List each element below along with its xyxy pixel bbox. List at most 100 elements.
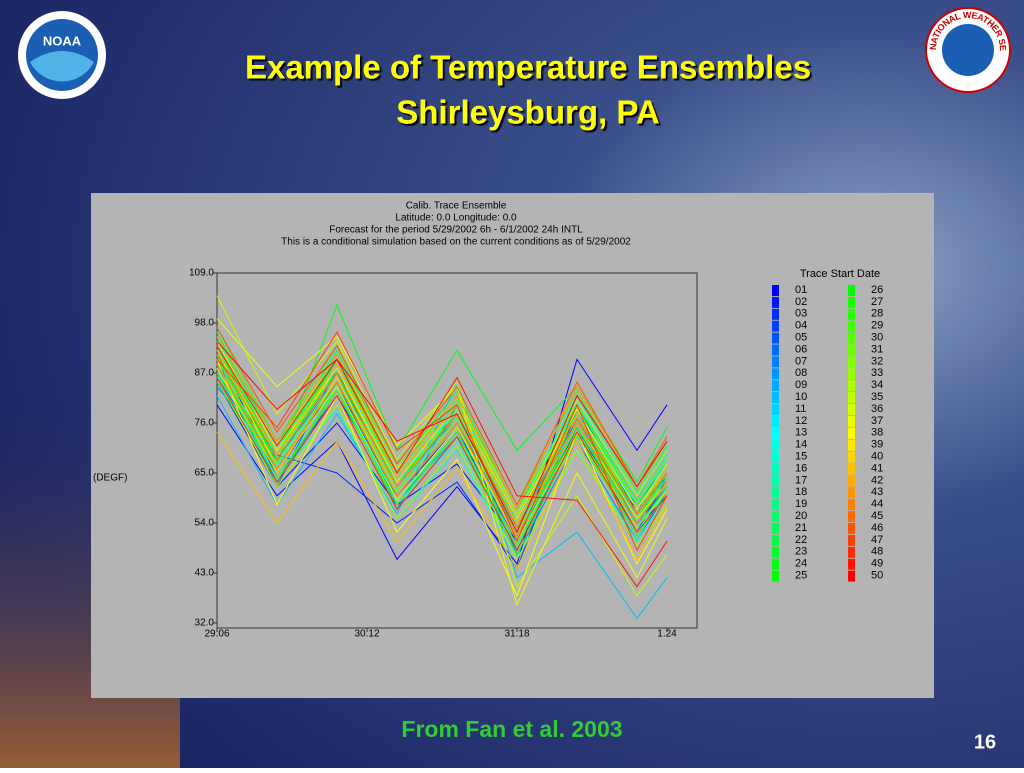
ensemble-trace — [216, 340, 668, 515]
legend-label: 38 — [871, 427, 883, 439]
legend-swatch — [848, 285, 855, 296]
plot-frame — [216, 272, 698, 629]
legend-swatch — [848, 534, 855, 546]
legend-label: 29 — [871, 320, 883, 332]
legend-swatch — [772, 463, 779, 475]
legend-swatch — [772, 296, 779, 308]
ensemble-trace — [216, 345, 668, 588]
x-tick-label: 30.12 — [354, 629, 379, 640]
legend-label: 40 — [871, 451, 883, 463]
legend-swatch — [772, 415, 779, 427]
legend-label: 06 — [795, 343, 807, 355]
slide-title: Example of Temperature Ensembles — [245, 49, 811, 86]
legend-label: 32 — [871, 355, 883, 367]
legend-swatch — [772, 404, 779, 415]
ensemble-trace — [216, 358, 668, 565]
legend-label: 47 — [871, 534, 883, 546]
legend-label: 04 — [795, 320, 807, 332]
legend-label: 01 — [795, 284, 807, 296]
legend-swatch — [848, 332, 855, 344]
legend-swatch — [772, 511, 779, 523]
legend-label: 37 — [871, 415, 883, 427]
legend-label: 15 — [795, 451, 807, 463]
legend-swatch — [848, 511, 855, 523]
ensemble-trace — [216, 377, 668, 552]
legend-label: 18 — [795, 486, 807, 498]
legend-label: 21 — [795, 522, 807, 534]
legend-swatch — [772, 368, 779, 380]
legend-swatch — [772, 320, 779, 332]
noaa-logo-text: NOAA — [43, 33, 82, 48]
legend-swatch — [848, 558, 855, 570]
y-tick-label: 43.0 — [195, 568, 215, 579]
legend-swatch — [772, 439, 779, 451]
legend-label: 26 — [871, 284, 883, 296]
legend-swatch — [848, 368, 855, 380]
legend-label: 16 — [795, 462, 807, 474]
legend-swatch — [772, 427, 779, 439]
legend-swatch — [772, 534, 779, 546]
chart-panel — [91, 193, 934, 698]
x-tick-label: 29.06 — [204, 629, 229, 640]
legend-label: 25 — [795, 570, 807, 582]
legend-label: 46 — [871, 522, 883, 534]
ensemble-trace — [216, 303, 668, 484]
legend-label: 23 — [795, 546, 807, 558]
legend-label: 50 — [871, 570, 883, 582]
chart-subtitle: Latitude: 0.0 Longitude: 0.0 — [395, 213, 517, 224]
legend-label: 48 — [871, 546, 883, 558]
legend-swatch — [848, 380, 855, 392]
legend-label: 07 — [795, 355, 807, 367]
legend-swatch — [848, 392, 855, 404]
legend-swatch — [772, 332, 779, 344]
legend-swatch — [848, 439, 855, 451]
legend-label: 33 — [871, 367, 883, 379]
legend-swatch — [848, 404, 855, 415]
legend-label: 49 — [871, 558, 883, 570]
legend-label: 14 — [795, 439, 807, 451]
y-tick-label: 32.0 — [195, 618, 215, 629]
legend-swatch — [848, 415, 855, 427]
legend-swatch — [848, 451, 855, 463]
ensemble-trace — [216, 331, 668, 552]
legend-swatch — [772, 523, 779, 534]
legend-swatch — [772, 451, 779, 463]
legend-swatch — [848, 296, 855, 308]
legend-label: 43 — [871, 486, 883, 498]
ensemble-trace — [216, 431, 668, 570]
y-tick-label: 54.0 — [195, 518, 215, 529]
legend-swatch — [848, 523, 855, 534]
y-tick-label: 98.0 — [195, 318, 215, 329]
legend-label: 19 — [795, 498, 807, 510]
legend-label: 22 — [795, 534, 807, 546]
legend-label: 42 — [871, 474, 883, 486]
x-tick-label: 31.18 — [504, 629, 529, 640]
ensemble-trace — [216, 368, 668, 547]
legend-swatch — [772, 392, 779, 404]
legend-swatch — [848, 320, 855, 332]
chart-subtitle: This is a conditional simulation based o… — [281, 237, 631, 248]
legend-label: 39 — [871, 439, 883, 451]
y-tick-label: 76.0 — [195, 418, 215, 429]
noaa-logo: NOAA — [18, 11, 106, 99]
ensemble-trace — [216, 340, 668, 534]
legend-label: 03 — [795, 308, 807, 320]
y-tick-label: 109.0 — [189, 268, 214, 279]
legend-label: 11 — [795, 403, 806, 415]
legend-swatch — [848, 344, 855, 356]
chart-title: Calib. Trace Ensemble — [406, 201, 507, 212]
legend-swatch — [848, 475, 855, 487]
legend-swatch — [848, 356, 855, 368]
legend-label: 31 — [871, 343, 883, 355]
legend-label: 28 — [871, 308, 883, 320]
legend-swatch — [848, 463, 855, 475]
legend-swatch — [772, 356, 779, 368]
legend-label: 44 — [871, 498, 883, 510]
legend-swatch — [772, 499, 779, 511]
legend-label: 10 — [795, 391, 807, 403]
legend-label: 17 — [795, 474, 807, 486]
page-number: 16 — [974, 731, 996, 753]
legend-swatch — [848, 499, 855, 511]
legend-swatch — [848, 546, 855, 558]
